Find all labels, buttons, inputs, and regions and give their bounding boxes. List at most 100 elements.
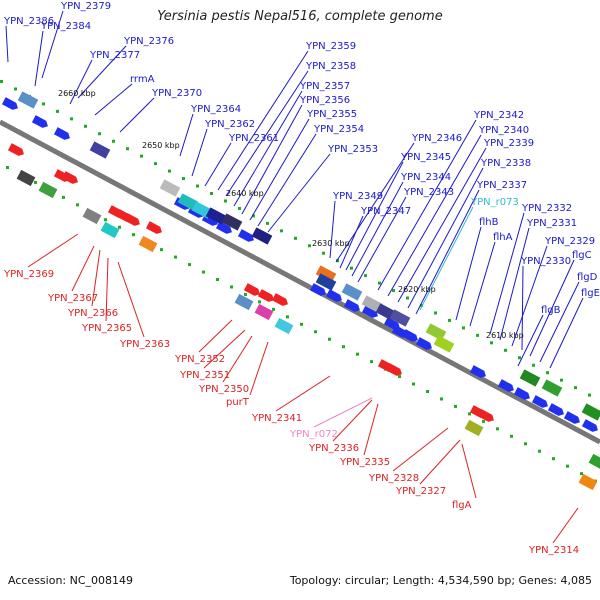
gene-label-flgd[interactable]: flgD — [577, 272, 598, 283]
gene-feature[interactable] — [1, 97, 20, 112]
gene-label-ypn-2335[interactable]: YPN_2335 — [339, 457, 390, 468]
gene-label-ypn-2346[interactable]: YPN_2346 — [411, 133, 462, 144]
gene-label-ypn-2347[interactable]: YPN_2347 — [360, 206, 411, 217]
gene-label-ypn-2340[interactable]: YPN_2340 — [478, 125, 529, 136]
gene-label-ypn-2357[interactable]: YPN_2357 — [299, 81, 350, 92]
gene-label-ypn-2363[interactable]: YPN_2363 — [119, 339, 170, 350]
gene-label-ypn-r072[interactable]: YPN_r072 — [289, 429, 338, 440]
gene-label-ypn-2349[interactable]: YPN_2349 — [332, 191, 383, 202]
gene-label-ypn-2384[interactable]: YPN_2384 — [40, 21, 91, 32]
gene-feature[interactable] — [7, 143, 26, 158]
gene-feature[interactable] — [243, 283, 262, 298]
gene-label-ypn-2338[interactable]: YPN_2338 — [480, 158, 531, 169]
gene-feature[interactable] — [271, 293, 290, 308]
gene-label-ypn-2339[interactable]: YPN_2339 — [483, 138, 534, 149]
gene-label-ypn-2342[interactable]: YPN_2342 — [473, 110, 524, 121]
gene-feature[interactable] — [16, 169, 36, 187]
gene-label-flge[interactable]: flgE — [581, 288, 600, 299]
gene-label-rrma[interactable]: rrmA — [130, 74, 155, 85]
gene-feature[interactable] — [578, 473, 598, 491]
gene-feature[interactable] — [563, 411, 582, 426]
gene-label-ypn-2350[interactable]: YPN_2350 — [198, 384, 249, 395]
gene-feature[interactable] — [89, 141, 111, 159]
gene-feature[interactable] — [433, 335, 455, 353]
gene-label-ypn-2377[interactable]: YPN_2377 — [89, 50, 140, 61]
gene-label-ypn-2314[interactable]: YPN_2314 — [528, 545, 579, 556]
gene-feature[interactable] — [38, 181, 58, 199]
gene-feature[interactable] — [221, 213, 243, 231]
gene-feature[interactable] — [425, 323, 447, 341]
gene-feature[interactable] — [464, 419, 484, 437]
gene-label-ypn-2364[interactable]: YPN_2364 — [190, 104, 241, 115]
gene-label-ypn-2341[interactable]: YPN_2341 — [251, 413, 302, 424]
gene-feature[interactable] — [145, 221, 164, 236]
gene-label-ypn-2361[interactable]: YPN_2361 — [228, 133, 279, 144]
gene-feature[interactable] — [315, 265, 337, 283]
gene-feature[interactable] — [389, 309, 411, 327]
gene-feature[interactable] — [61, 171, 80, 186]
gene-label-ypn-2351[interactable]: YPN_2351 — [179, 370, 230, 381]
gene-feature[interactable] — [274, 317, 294, 335]
gene-label-ypn-2359[interactable]: YPN_2359 — [305, 41, 356, 52]
gene-label-ypn-2327[interactable]: YPN_2327 — [395, 486, 446, 497]
gene-feature[interactable] — [385, 363, 404, 378]
gene-feature[interactable] — [325, 289, 344, 304]
gene-label-ypn-2354[interactable]: YPN_2354 — [313, 124, 364, 135]
gene-feature[interactable] — [82, 207, 102, 225]
gene-feature[interactable] — [361, 295, 383, 313]
gene-label-ypn-2330[interactable]: YPN_2330 — [520, 256, 571, 267]
gene-label-ypn-2365[interactable]: YPN_2365 — [81, 323, 132, 334]
gene-label-ypn-2362[interactable]: YPN_2362 — [204, 119, 255, 130]
gene-label-ypn-2337[interactable]: YPN_2337 — [476, 180, 527, 191]
gene-label-ypn-2369[interactable]: YPN_2369 — [3, 269, 54, 280]
gene-feature[interactable] — [415, 337, 434, 352]
gene-label-ypn-2370[interactable]: YPN_2370 — [151, 88, 202, 99]
gene-feature[interactable] — [469, 365, 488, 380]
gene-feature[interactable] — [361, 305, 380, 320]
gene-label-flgb[interactable]: flgB — [541, 305, 561, 316]
gene-feature[interactable] — [309, 283, 328, 298]
gene-feature[interactable] — [531, 395, 550, 410]
gene-label-ypn-2336[interactable]: YPN_2336 — [308, 443, 359, 454]
gene-feature[interactable] — [581, 419, 600, 434]
gene-label-ypn-2352[interactable]: YPN_2352 — [174, 354, 225, 365]
gene-feature[interactable] — [100, 221, 120, 239]
gene-label-ypn-2376[interactable]: YPN_2376 — [123, 36, 174, 47]
gene-label-ypn-r073[interactable]: YPN_r073 — [470, 197, 519, 208]
gene-label-ypn-2328[interactable]: YPN_2328 — [368, 473, 419, 484]
gene-feature[interactable] — [581, 403, 600, 421]
gene-feature[interactable] — [547, 403, 566, 418]
gene-label-ypn-2353[interactable]: YPN_2353 — [327, 144, 378, 155]
gene-label-ypn-2367[interactable]: YPN_2367 — [47, 293, 98, 304]
gene-feature[interactable] — [513, 387, 532, 402]
gene-label-flga[interactable]: flgA — [452, 500, 472, 511]
gene-label-ypn-2345[interactable]: YPN_2345 — [400, 152, 451, 163]
gene-feature[interactable] — [159, 179, 181, 197]
gene-feature[interactable] — [138, 235, 158, 253]
gene-label-flha[interactable]: flhA — [493, 232, 513, 243]
gene-feature[interactable] — [541, 379, 563, 397]
gene-label-ypn-2358[interactable]: YPN_2358 — [305, 61, 356, 72]
gene-feature[interactable] — [215, 221, 234, 236]
gene-feature[interactable] — [123, 213, 142, 228]
gene-feature[interactable] — [205, 207, 227, 225]
gene-label-flhb[interactable]: flhB — [479, 217, 499, 228]
gene-feature[interactable] — [257, 289, 276, 304]
gene-feature[interactable] — [237, 229, 256, 244]
gene-feature[interactable] — [341, 283, 363, 301]
gene-label-ypn-2344[interactable]: YPN_2344 — [400, 172, 451, 183]
gene-feature[interactable] — [519, 369, 541, 387]
gene-feature[interactable] — [401, 329, 420, 344]
gene-label-ypn-2343[interactable]: YPN_2343 — [403, 187, 454, 198]
gene-feature[interactable] — [251, 227, 273, 245]
gene-label-ypn-2386[interactable]: YPN_2386 — [3, 16, 54, 27]
gene-label-ypn-2366[interactable]: YPN_2366 — [67, 308, 118, 319]
gene-label-ypn-2331[interactable]: YPN_2331 — [526, 218, 577, 229]
gene-feature[interactable] — [234, 293, 254, 311]
gene-feature[interactable] — [477, 409, 496, 424]
gene-feature[interactable] — [315, 273, 337, 291]
gene-feature[interactable] — [177, 193, 199, 211]
gene-feature[interactable] — [343, 299, 362, 314]
gene-feature[interactable] — [254, 303, 274, 321]
gene-feature[interactable] — [497, 379, 516, 394]
